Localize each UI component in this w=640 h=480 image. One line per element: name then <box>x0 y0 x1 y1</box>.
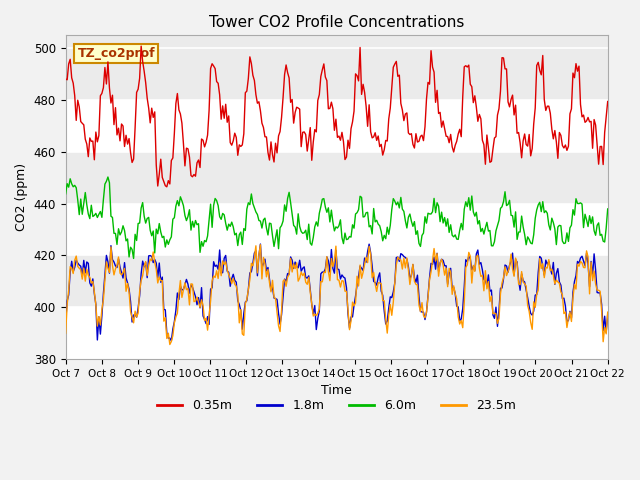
Bar <box>66 204 608 255</box>
Y-axis label: CO2 (ppm): CO2 (ppm) <box>15 163 28 231</box>
Bar <box>66 307 608 359</box>
Text: TZ_co2prof: TZ_co2prof <box>77 47 156 60</box>
X-axis label: Time: Time <box>321 384 352 397</box>
Bar <box>66 100 608 152</box>
Title: Tower CO2 Profile Concentrations: Tower CO2 Profile Concentrations <box>209 15 465 30</box>
Legend: 0.35m, 1.8m, 6.0m, 23.5m: 0.35m, 1.8m, 6.0m, 23.5m <box>152 395 521 418</box>
